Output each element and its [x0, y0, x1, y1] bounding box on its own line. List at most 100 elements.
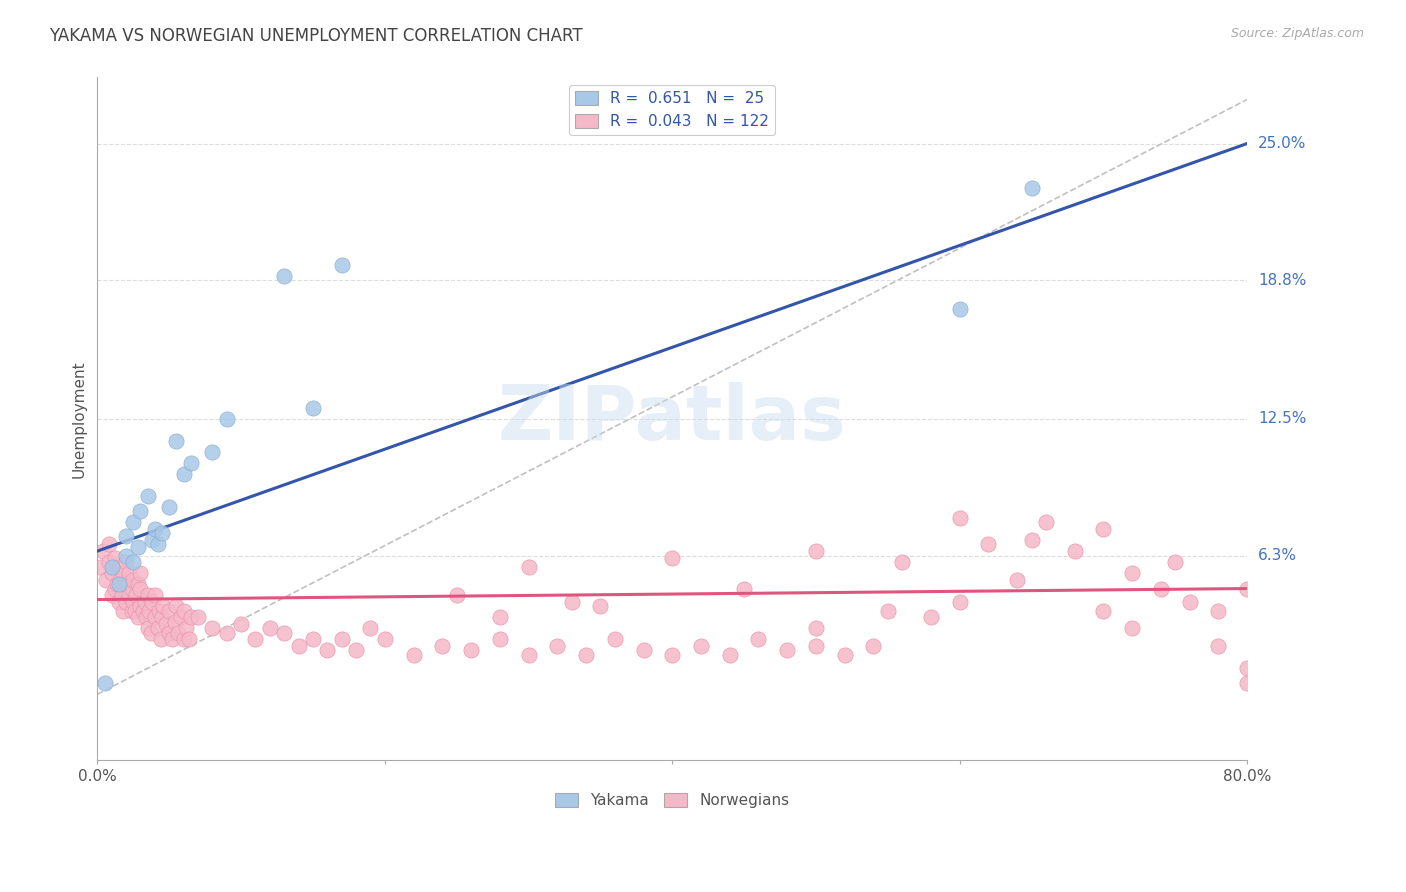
Point: [173, 467, 195, 481]
Point: [143, 610, 166, 624]
Y-axis label: Unemployment: Unemployment: [72, 360, 86, 478]
Point: [146, 537, 169, 551]
Point: [112, 566, 135, 581]
Point: [1121, 621, 1143, 635]
Point: [1150, 582, 1173, 596]
Point: [143, 522, 166, 536]
Point: [134, 595, 156, 609]
Point: [876, 604, 898, 618]
Point: [273, 268, 295, 283]
Point: [1092, 604, 1115, 618]
Point: [1035, 516, 1057, 530]
Point: [146, 621, 169, 635]
Point: [124, 604, 146, 618]
Point: [1121, 566, 1143, 581]
Point: [127, 610, 149, 624]
Point: [173, 604, 195, 618]
Point: [633, 643, 655, 657]
Point: [273, 625, 295, 640]
Text: 25.0%: 25.0%: [1258, 136, 1306, 151]
Point: [108, 577, 131, 591]
Point: [402, 648, 425, 662]
Point: [259, 621, 281, 635]
Point: [949, 511, 972, 525]
Point: [127, 577, 149, 591]
Point: [143, 588, 166, 602]
Point: [575, 648, 598, 662]
Point: [201, 445, 224, 459]
Point: [108, 595, 131, 609]
Point: [661, 550, 683, 565]
Point: [97, 537, 120, 551]
Point: [316, 643, 339, 657]
Point: [118, 566, 141, 581]
Point: [179, 632, 201, 647]
Point: [112, 604, 135, 618]
Point: [104, 582, 127, 596]
Point: [122, 573, 145, 587]
Point: [330, 258, 353, 272]
Point: [138, 604, 160, 618]
Point: [129, 566, 152, 581]
Point: [804, 621, 827, 635]
Point: [374, 632, 396, 647]
Point: [245, 632, 267, 647]
Point: [517, 648, 540, 662]
Point: [100, 566, 122, 581]
Point: [155, 616, 177, 631]
Point: [1092, 522, 1115, 536]
Point: [1236, 676, 1258, 690]
Point: [115, 549, 138, 563]
Point: [125, 588, 148, 602]
Point: [104, 550, 127, 565]
Point: [100, 559, 122, 574]
Point: [165, 434, 187, 448]
Point: [488, 632, 510, 647]
Point: [129, 582, 152, 596]
Point: [1063, 544, 1085, 558]
Point: [446, 588, 468, 602]
Point: [122, 555, 145, 569]
Point: [136, 489, 159, 503]
Point: [804, 639, 827, 653]
Point: [148, 604, 170, 618]
Point: [201, 621, 224, 635]
Point: [1236, 661, 1258, 675]
Point: [121, 582, 143, 596]
Point: [115, 555, 138, 569]
Point: [121, 604, 143, 618]
Point: [176, 621, 198, 635]
Point: [460, 643, 482, 657]
Point: [115, 577, 138, 591]
Point: [94, 573, 117, 587]
Point: [718, 648, 741, 662]
Point: [165, 599, 187, 614]
Point: [834, 648, 856, 662]
Point: [517, 559, 540, 574]
Point: [733, 582, 755, 596]
Point: [661, 648, 683, 662]
Point: [129, 504, 152, 518]
Point: [122, 516, 145, 530]
Point: [187, 610, 209, 624]
Point: [432, 639, 454, 653]
Point: [302, 632, 325, 647]
Point: [132, 604, 155, 618]
Point: [776, 643, 799, 657]
Point: [215, 625, 238, 640]
Point: [589, 599, 612, 614]
Point: [1021, 533, 1043, 547]
Legend: Yakama, Norwegians: Yakama, Norwegians: [548, 787, 796, 814]
Point: [747, 632, 769, 647]
Point: [150, 610, 173, 624]
Point: [91, 544, 114, 558]
Point: [89, 559, 111, 574]
Point: [110, 573, 132, 587]
Point: [115, 529, 138, 543]
Text: 6.3%: 6.3%: [1258, 548, 1298, 563]
Point: [330, 632, 353, 647]
Point: [108, 559, 131, 574]
Point: [603, 632, 626, 647]
Point: [891, 555, 914, 569]
Point: [977, 537, 1000, 551]
